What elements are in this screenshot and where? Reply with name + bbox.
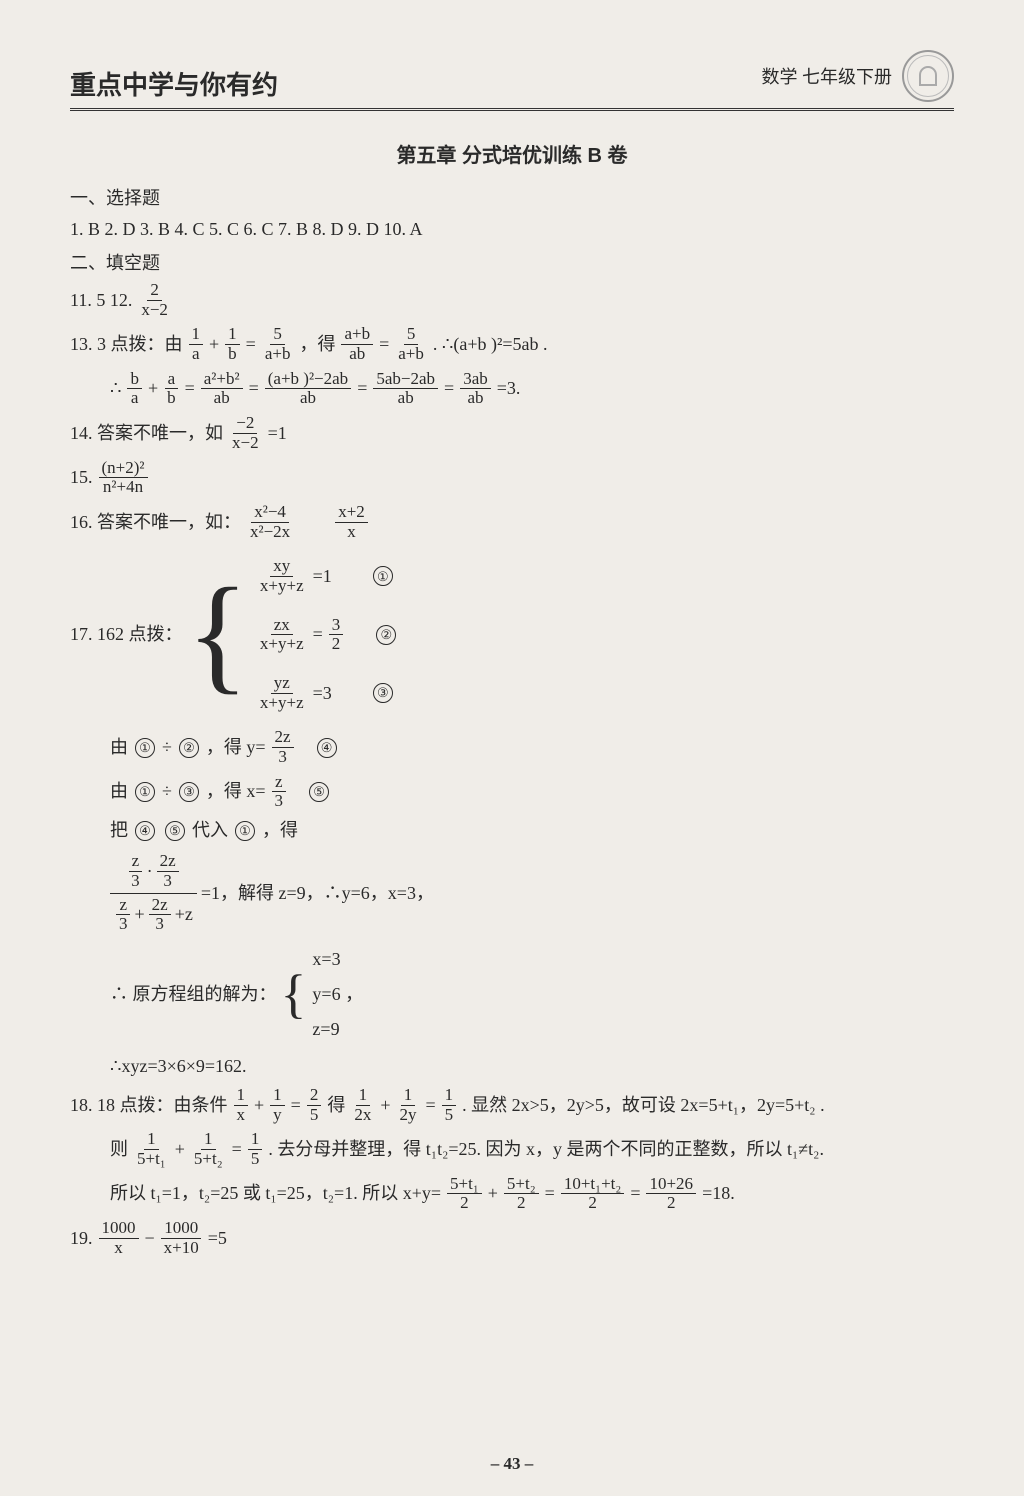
q17-bigfrac: z3 · 2z3 z3 + 2z3 +z =1，解得 z=9，∴y=6，x=3， (110, 850, 954, 936)
q18-line1: 18. 18 点拨：由条件 1x + 1y = 25 得 12x + 12y =… (70, 1086, 954, 1124)
page-header: 重点中学与你有约 数学 七年级下册 (70, 50, 954, 111)
trophy-seal-icon (902, 50, 954, 102)
q18-line2: 则 15+t₁ + 15+t₂ = 15 . 去分母并整理，得 t₁t₂=25.… (110, 1130, 954, 1168)
section-1-heading: 一、选择题 (70, 184, 954, 210)
q12-frac: 2 x−2 (138, 281, 171, 319)
q15: 15. (n+2)²n²+4n (70, 459, 954, 497)
q19: 19. 1000x − 1000x+10 =5 (70, 1219, 954, 1257)
page-number: – 43 – (0, 1454, 1024, 1474)
q13-line2: ∴ ba + ab = a²+b²ab = (a+b )²−2abab = 5a… (110, 370, 954, 408)
circled-4-icon: ④ (317, 738, 337, 758)
q17-solution: ∴ 原方程组的解为： { x=3 y=6 ， z=9 (110, 942, 954, 1047)
left-brace-icon: { (187, 576, 249, 693)
circled-5-icon: ⑤ (309, 782, 329, 802)
circled-3-icon: ③ (373, 683, 393, 703)
q17-system: 17. 162 点拨： { xyx+y+z =1 ① zxx+y+z = 32 … (70, 547, 954, 722)
q17-product: ∴xyz=3×6×9=162. (110, 1053, 954, 1080)
section-2-heading: 二、填空题 (70, 249, 954, 275)
q11-q12: 11. 5 12. 2 x−2 (70, 281, 954, 319)
chapter-title: 第五章 分式培优训练 B 卷 (70, 139, 954, 168)
q13-line1: 13. 3 点拨：由 1a + 1b = 5a+b ，得 a+bab = 5a+… (70, 325, 954, 363)
q17-brace-system: { xyx+y+z =1 ① zxx+y+z = 32 ② yzx+y+z =3… (187, 551, 400, 718)
q17-step1: 由 ① ÷ ② ，得 y= 2z3 ④ (110, 728, 954, 766)
q17-step2: 由 ① ÷ ③ ，得 x= z3 ⑤ (110, 773, 954, 811)
circled-1-icon: ① (373, 566, 393, 586)
subject-block: 数学 七年级下册 (762, 50, 955, 102)
left-brace-icon: { (281, 970, 307, 1019)
q14: 14. 答案不唯一，如 −2x−2 =1 (70, 414, 954, 452)
book-title: 重点中学与你有约 (70, 65, 278, 102)
q16: 16. 答案不唯一，如： x²−4x²−2x x+2x (70, 503, 954, 541)
q18-line3: 所以 t₁=1，t₂=25 或 t₁=25，t₂=1. 所以 x+y= 5+t₁… (110, 1175, 954, 1213)
circled-2-icon: ② (376, 625, 396, 645)
mc-answers: 1. B 2. D 3. B 4. C 5. C 6. C 7. B 8. D … (70, 216, 954, 243)
subject-text: 数学 七年级下册 (762, 63, 893, 89)
q11-label: 11. 5 12. (70, 287, 132, 314)
q17-step3: 把 ④ ⑤ 代入 ① ，得 (110, 817, 954, 844)
